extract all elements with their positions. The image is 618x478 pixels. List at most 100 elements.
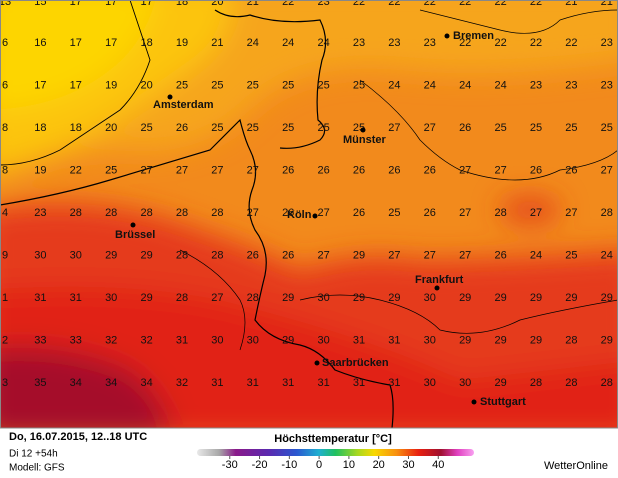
grid-value: 30 [211, 334, 223, 346]
grid-value: 17 [70, 79, 82, 91]
grid-value: 29 [282, 292, 294, 304]
grid-value: 32 [176, 377, 188, 389]
grid-value: 23 [424, 37, 436, 49]
grid-value: 25 [317, 79, 329, 91]
city-dot [312, 213, 318, 219]
grid-value: 20 [140, 79, 152, 91]
grid-value: 32 [105, 334, 117, 346]
grid-value: 26 [353, 207, 365, 219]
grid-value: 28 [105, 207, 117, 219]
grid-value: 26 [424, 164, 436, 176]
grid-value: 26 [424, 207, 436, 219]
grid-value: 27 [459, 164, 471, 176]
grid-value: 30 [424, 292, 436, 304]
grid-value: 27 [247, 164, 259, 176]
grid-value: 18 [140, 37, 152, 49]
grid-value: 19 [34, 164, 46, 176]
color-bar-tick-label: -30 [222, 459, 238, 471]
color-bar-tick-label: -10 [281, 459, 297, 471]
forecast-run: Di 12 +54h [9, 449, 58, 460]
grid-value: 2 [2, 334, 8, 346]
grid-value: 25 [105, 164, 117, 176]
grid-value: 25 [140, 122, 152, 134]
grid-value: 29 [601, 334, 613, 346]
grid-value: 17 [34, 79, 46, 91]
grid-value: 27 [211, 292, 223, 304]
grid-value: 24 [247, 37, 259, 49]
grid-value: 31 [70, 292, 82, 304]
grid-value: 17 [140, 0, 152, 8]
grid-value: 30 [424, 334, 436, 346]
color-bar-tick-label: -20 [252, 459, 268, 471]
grid-value: 29 [494, 292, 506, 304]
grid-value: 20 [211, 0, 223, 8]
grid-value: 21 [565, 0, 577, 8]
grid-value: 18 [176, 0, 188, 8]
grid-value: 29 [530, 334, 542, 346]
color-bar-tick-label: 10 [343, 459, 355, 471]
color-bar-tick-label: 40 [432, 459, 444, 471]
grid-value: 22 [494, 37, 506, 49]
grid-value: 27 [176, 164, 188, 176]
grid-value: 27 [424, 249, 436, 261]
grid-value: 31 [388, 377, 400, 389]
grid-value: 34 [105, 377, 117, 389]
grid-value: 30 [70, 249, 82, 261]
grid-value: 29 [601, 292, 613, 304]
grid-value: 27 [247, 207, 259, 219]
grid-value: 28 [211, 207, 223, 219]
grid-value: 29 [140, 249, 152, 261]
grid-value: 20 [105, 122, 117, 134]
grid-value: 8 [2, 122, 8, 134]
grid-value: 25 [317, 122, 329, 134]
grid-value: 26 [459, 122, 471, 134]
map: 13 15 17 17 17 18 20 21 22 23 22 22 22 22 22 22 21 216 16 1… [0, 0, 618, 428]
legend-title: Höchsttemperatur [°C] [274, 433, 392, 445]
grid-value: 27 [459, 249, 471, 261]
grid-value: 25 [211, 122, 223, 134]
grid-value: 25 [530, 122, 542, 134]
grid-value: 30 [105, 292, 117, 304]
grid-value: 31 [34, 292, 46, 304]
grid-value: 31 [211, 377, 223, 389]
grid-value: 30 [317, 292, 329, 304]
grid-value: 13 [0, 0, 11, 8]
city-label: Stuttgart [480, 396, 526, 408]
grid-value: 18 [34, 122, 46, 134]
grid-value: 31 [353, 377, 365, 389]
grid-value: 29 [530, 292, 542, 304]
grid-value: 4 [2, 207, 8, 219]
forecast-model: Modell: GFS [9, 463, 65, 474]
grid-value: 24 [530, 249, 542, 261]
grid-value: 29 [140, 292, 152, 304]
grid-value: 30 [247, 334, 259, 346]
grid-value: 22 [459, 0, 471, 8]
borders [0, 0, 618, 428]
city-dot [444, 33, 450, 39]
grid-value: 27 [317, 249, 329, 261]
grid-value: 28 [176, 249, 188, 261]
grid-value: 19 [105, 79, 117, 91]
grid-value: 24 [388, 79, 400, 91]
grid-value: 26 [494, 249, 506, 261]
city-label: Amsterdam [153, 99, 214, 111]
temperature-grid: 13 15 17 17 17 18 20 21 22 23 22 22 22 22 22 22 21 216 16 1… [0, 0, 613, 389]
grid-value: 21 [247, 0, 259, 8]
grid-value: 27 [388, 122, 400, 134]
grid-value: 26 [353, 164, 365, 176]
grid-value: 31 [317, 377, 329, 389]
grid-value: 22 [494, 0, 506, 8]
grid-value: 32 [140, 334, 152, 346]
grid-value: 28 [494, 207, 506, 219]
grid-value: 24 [282, 37, 294, 49]
grid-value: 25 [282, 79, 294, 91]
grid-value: 28 [565, 334, 577, 346]
city-label: Bremen [453, 30, 494, 42]
grid-value: 29 [353, 249, 365, 261]
grid-value: 29 [353, 292, 365, 304]
grid-value: 24 [459, 79, 471, 91]
grid-value: 26 [282, 207, 294, 219]
city-dot [314, 360, 320, 366]
grid-value: 22 [353, 0, 365, 8]
grid-value: 28 [601, 207, 613, 219]
